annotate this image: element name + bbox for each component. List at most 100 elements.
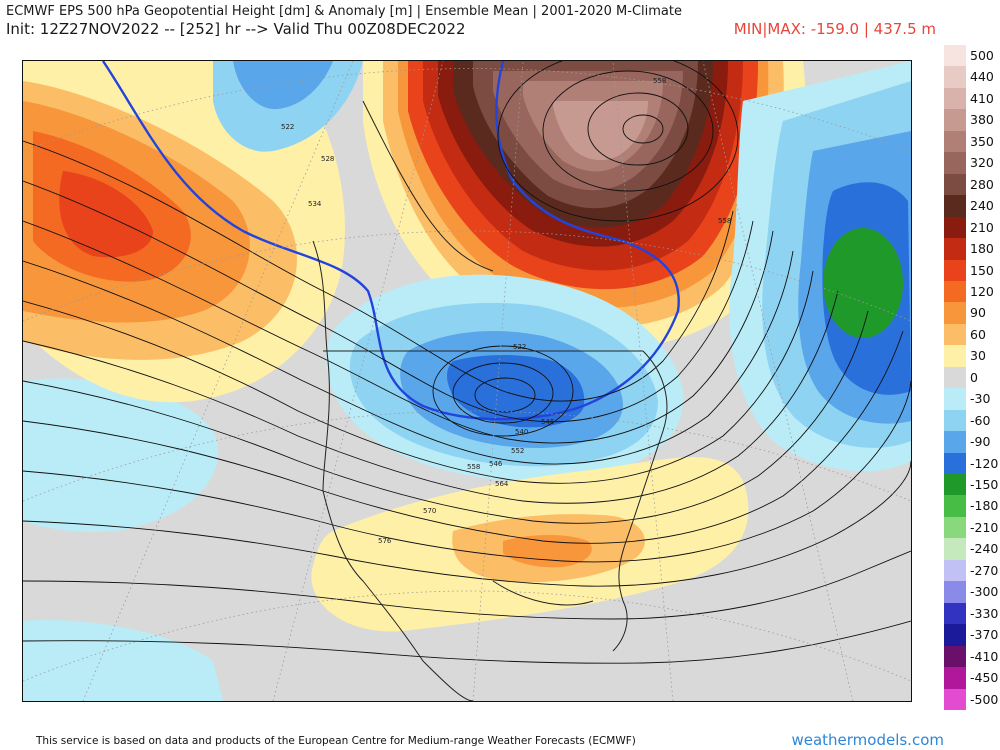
legend-entry: 90 <box>944 302 1000 324</box>
contour-label: 552 <box>511 447 524 455</box>
legend-entry: -300 <box>944 581 1000 603</box>
legend-swatch <box>944 538 966 560</box>
ecmwf-attribution: This service is based on data and produc… <box>36 735 636 747</box>
lat-lon-grid <box>23 61 911 701</box>
legend-label: 90 <box>970 305 986 321</box>
legend-entry: -450 <box>944 667 1000 689</box>
legend-swatch <box>944 66 966 88</box>
legend-swatch <box>944 302 966 324</box>
legend-swatch <box>944 581 966 603</box>
legend-swatch <box>944 323 966 346</box>
legend-entry: -240 <box>944 538 1000 560</box>
legend-label: -60 <box>970 412 991 428</box>
legend-entry: 380 <box>944 109 1000 131</box>
legend-label: -370 <box>970 627 999 643</box>
legend-swatch <box>944 559 966 582</box>
legend-label: -410 <box>970 648 999 664</box>
contour-label: 564 <box>495 480 509 488</box>
legend-entry: 210 <box>944 216 1000 239</box>
legend-entry: 440 <box>944 66 1000 88</box>
contour-label: 546 <box>489 460 503 468</box>
contour-label: 576 <box>378 537 392 545</box>
legend-swatch <box>944 45 966 67</box>
legend-label: 440 <box>970 69 994 85</box>
legend-entry: -500 <box>944 688 1000 710</box>
brand-link[interactable]: weathermodels.com <box>791 731 944 749</box>
legend-label: -150 <box>970 477 999 493</box>
legend-entry: 30 <box>944 345 1000 367</box>
legend-label: 210 <box>970 219 994 235</box>
legend-label: 280 <box>970 176 994 192</box>
legend-label: -240 <box>970 541 999 557</box>
contour-label: 528 <box>321 155 334 163</box>
legend-swatch <box>944 366 966 389</box>
legend-entry: -270 <box>944 559 1000 582</box>
min-max-readout: MIN|MAX: -159.0 | 437.5 m <box>733 20 936 38</box>
legend-entry: -150 <box>944 474 1000 496</box>
legend-label: 180 <box>970 241 994 257</box>
legend-label: -210 <box>970 519 999 535</box>
legend-swatch <box>944 516 966 539</box>
legend-entry: 320 <box>944 152 1000 174</box>
legend-label: -330 <box>970 605 999 621</box>
legend-label: -300 <box>970 584 999 600</box>
map-title: ECMWF EPS 500 hPa Geopotential Height [d… <box>6 4 682 19</box>
legend-entry: 60 <box>944 323 1000 346</box>
legend-entry: -210 <box>944 516 1000 539</box>
legend-swatch <box>944 152 966 174</box>
legend-swatch <box>944 345 966 367</box>
legend-entry: 180 <box>944 238 1000 260</box>
legend-swatch <box>944 388 966 410</box>
legend-swatch <box>944 431 966 453</box>
legend-swatch <box>944 216 966 239</box>
contour-label: 558 <box>653 77 666 85</box>
legend-entry: 240 <box>944 195 1000 217</box>
legend-label: -120 <box>970 455 999 471</box>
legend-entry: -330 <box>944 602 1000 625</box>
height-contours <box>23 61 911 664</box>
legend-label: -500 <box>970 691 999 707</box>
legend-label: 0 <box>970 369 978 385</box>
map-canvas: 522 528 534 546 546 540 552 558 564 570 … <box>23 61 911 701</box>
init-valid-time: Init: 12Z27NOV2022 -- [252] hr --> Valid… <box>6 20 466 38</box>
legend-entry: -410 <box>944 645 1000 668</box>
legend-entry: -30 <box>944 388 1000 410</box>
arctic-ridge-380 <box>553 101 648 161</box>
sw-negative-anomaly <box>23 378 219 533</box>
legend-entry: 120 <box>944 280 1000 303</box>
legend-label: 30 <box>970 348 986 364</box>
legend-label: -30 <box>970 391 991 407</box>
legend-swatch <box>944 667 966 689</box>
legend-swatch <box>944 452 966 475</box>
legend-entry: -370 <box>944 624 1000 646</box>
contour-label: 546 <box>541 418 555 426</box>
legend-label: 500 <box>970 48 994 63</box>
legend-swatch <box>944 602 966 625</box>
legend-label: 410 <box>970 90 994 106</box>
legend-swatch <box>944 409 966 432</box>
legend-entry: -60 <box>944 409 1000 432</box>
legend-label: 350 <box>970 133 994 149</box>
alaska-negative-anomaly-core <box>233 61 333 110</box>
legend-swatch <box>944 109 966 131</box>
legend-label: 240 <box>970 198 994 214</box>
contour-label: 522 <box>513 343 526 351</box>
contour-label: 558 <box>467 463 480 471</box>
coastlines <box>312 100 668 701</box>
legend-entry: -90 <box>944 431 1000 453</box>
legend-swatch <box>944 195 966 217</box>
anomaly-map: 522 528 534 546 546 540 552 558 564 570 … <box>22 60 912 702</box>
pacific-ridge-150 <box>59 171 153 258</box>
legend-swatch <box>944 645 966 668</box>
legend-entry: 150 <box>944 259 1000 281</box>
legend-entry: 500 <box>944 45 1000 67</box>
legend-swatch <box>944 130 966 153</box>
legend-swatch <box>944 238 966 260</box>
contour-label: 534 <box>308 200 322 208</box>
contour-label: 522 <box>281 123 294 131</box>
legend-label: -270 <box>970 562 999 578</box>
contour-label: 570 <box>423 507 436 515</box>
legend-label: -180 <box>970 498 999 514</box>
legend-label: 60 <box>970 326 986 342</box>
legend-label: -90 <box>970 434 991 450</box>
